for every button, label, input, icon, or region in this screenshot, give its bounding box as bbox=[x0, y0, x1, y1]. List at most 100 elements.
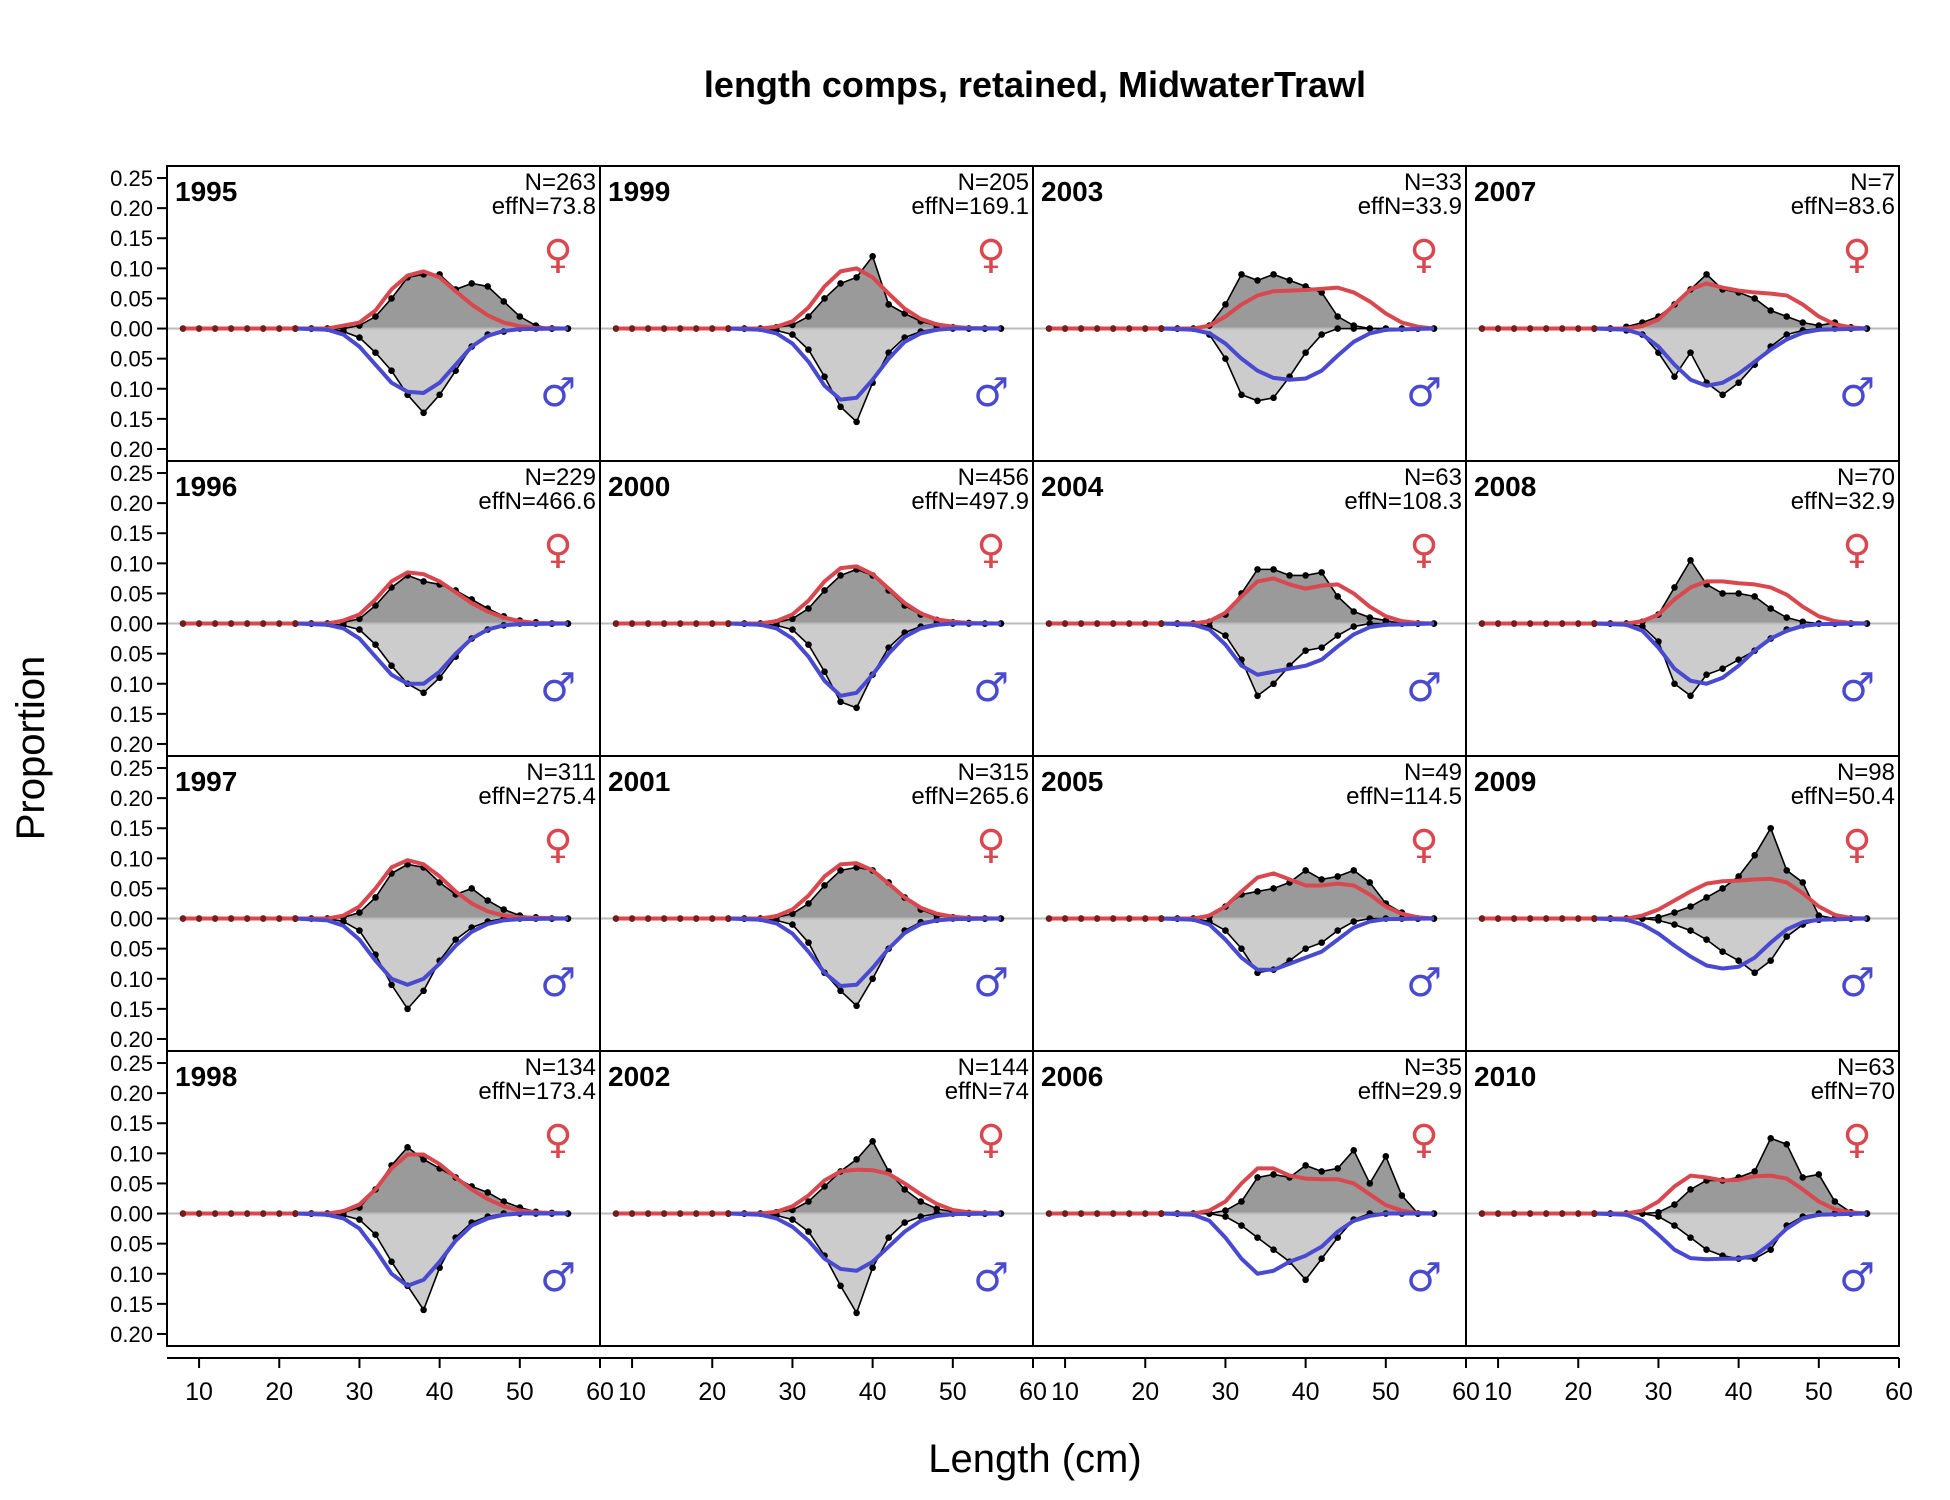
panel-year: 1996 bbox=[175, 471, 237, 502]
female-observed-point bbox=[1767, 605, 1775, 612]
male-observed-area bbox=[1594, 1213, 1867, 1259]
male-observed-point bbox=[1735, 656, 1742, 663]
female-observed-point bbox=[1366, 1180, 1374, 1187]
male-observed-point bbox=[1687, 1234, 1694, 1241]
female-observed-point bbox=[1334, 593, 1342, 600]
female-zero-point bbox=[1158, 915, 1165, 922]
female-zero-point bbox=[709, 325, 716, 332]
y-tick-label: 0.15 bbox=[110, 702, 153, 727]
female-symbol: ♀ bbox=[543, 822, 572, 868]
panel-year: 2004 bbox=[1041, 471, 1104, 502]
male-observed-point bbox=[1703, 936, 1710, 943]
female-zero-point bbox=[1479, 620, 1486, 627]
male-symbol: ♂ bbox=[973, 1255, 1009, 1301]
female-observed-point bbox=[1735, 873, 1742, 880]
panel-year: 2009 bbox=[1474, 766, 1536, 797]
y-tick-label: 0.05 bbox=[110, 937, 153, 962]
male-observed-area bbox=[728, 623, 1001, 708]
female-observed-area bbox=[1049, 1150, 1434, 1214]
female-zero-point bbox=[1046, 620, 1053, 627]
male-observed-point bbox=[1655, 917, 1662, 924]
male-observed-area bbox=[1161, 918, 1434, 973]
male-observed-point bbox=[837, 1282, 844, 1290]
female-zero-point bbox=[1046, 1210, 1053, 1217]
female-zero-point bbox=[613, 1210, 620, 1217]
female-zero-point bbox=[1142, 1210, 1149, 1217]
female-zero-point bbox=[613, 620, 620, 627]
male-observed-point bbox=[1254, 397, 1261, 405]
female-zero-point bbox=[725, 325, 732, 332]
female-zero-point bbox=[661, 915, 668, 922]
y-tick-label: 0.05 bbox=[110, 286, 153, 311]
female-observed-point bbox=[404, 1144, 411, 1151]
female-observed-point bbox=[1831, 1198, 1839, 1205]
male-observed-point bbox=[1350, 918, 1358, 925]
panel-n: N=456 bbox=[958, 464, 1029, 491]
male-observed-area bbox=[295, 1213, 568, 1310]
y-tick-label: 0.10 bbox=[110, 1141, 153, 1166]
y-tick-label: 0.05 bbox=[110, 876, 153, 901]
panel-n: N=315 bbox=[958, 759, 1029, 786]
female-symbol: ♀ bbox=[543, 232, 572, 278]
female-zero-point bbox=[228, 915, 235, 922]
female-observed-point bbox=[500, 906, 508, 913]
female-observed-point bbox=[805, 1198, 812, 1205]
y-tick-label: 0.20 bbox=[110, 732, 153, 757]
female-fit-line bbox=[616, 861, 1001, 921]
female-zero-point bbox=[1495, 620, 1502, 627]
female-observed-area bbox=[1482, 828, 1867, 919]
female-zero-point bbox=[693, 1210, 700, 1217]
x-tick-label: 10 bbox=[185, 1378, 213, 1406]
female-zero-point bbox=[1511, 1210, 1518, 1217]
male-observed-point bbox=[1671, 680, 1678, 688]
female-observed-area bbox=[616, 569, 1001, 624]
female-zero-point bbox=[661, 325, 668, 332]
male-symbol: ♂ bbox=[1406, 665, 1442, 711]
female-zero-point bbox=[212, 915, 219, 922]
female-zero-point bbox=[212, 1210, 219, 1217]
female-observed-point bbox=[500, 298, 508, 305]
male-observed-point bbox=[1270, 1246, 1277, 1253]
male-symbol: ♂ bbox=[1839, 1255, 1875, 1301]
female-zero-point bbox=[180, 325, 187, 332]
panel-effn: effN=497.9 bbox=[911, 488, 1029, 515]
female-zero-point bbox=[1158, 325, 1165, 332]
male-observed-point bbox=[1366, 325, 1374, 332]
male-observed-point bbox=[1334, 632, 1342, 639]
x-tick-label: 20 bbox=[1131, 1378, 1159, 1406]
panel-year: 2008 bbox=[1474, 471, 1536, 502]
y-tick-label: 0.00 bbox=[110, 907, 153, 932]
female-observed-point bbox=[933, 1205, 941, 1213]
female-zero-point bbox=[1126, 325, 1133, 332]
female-zero-point bbox=[645, 915, 652, 922]
male-symbol: ♂ bbox=[540, 1255, 576, 1301]
male-observed-point bbox=[1302, 1276, 1309, 1284]
male-observed-area bbox=[728, 1213, 1001, 1313]
female-zero-point bbox=[725, 915, 732, 922]
female-observed-area bbox=[616, 867, 1001, 919]
male-observed-point bbox=[805, 939, 812, 946]
male-observed-point bbox=[356, 626, 363, 633]
male-observed-point bbox=[1318, 331, 1325, 338]
panel-effn: effN=50.4 bbox=[1791, 783, 1895, 810]
female-zero-point bbox=[613, 325, 620, 332]
axes: 0.200.150.100.050.000.050.100.150.200.25… bbox=[110, 165, 1913, 1406]
female-fit-line bbox=[1049, 285, 1435, 331]
panel-effn: effN=265.6 bbox=[911, 783, 1029, 810]
female-observed-area bbox=[183, 274, 568, 329]
female-zero-point bbox=[292, 620, 299, 627]
female-symbol: ♀ bbox=[1842, 232, 1871, 278]
male-observed-point bbox=[372, 1231, 379, 1238]
female-fit-line bbox=[616, 1167, 1002, 1216]
panel-n: N=134 bbox=[525, 1054, 596, 1081]
male-observed-point bbox=[388, 662, 395, 669]
male-observed-point bbox=[420, 409, 427, 417]
female-observed-point bbox=[1783, 313, 1791, 320]
male-observed-area bbox=[728, 918, 1001, 1006]
female-zero-point bbox=[1575, 325, 1582, 332]
female-observed-point bbox=[1222, 1207, 1229, 1214]
male-observed-point bbox=[420, 1306, 427, 1314]
panel-effn: effN=114.5 bbox=[1346, 783, 1462, 810]
female-observed-point bbox=[821, 295, 828, 302]
x-tick-label: 20 bbox=[265, 1378, 293, 1406]
